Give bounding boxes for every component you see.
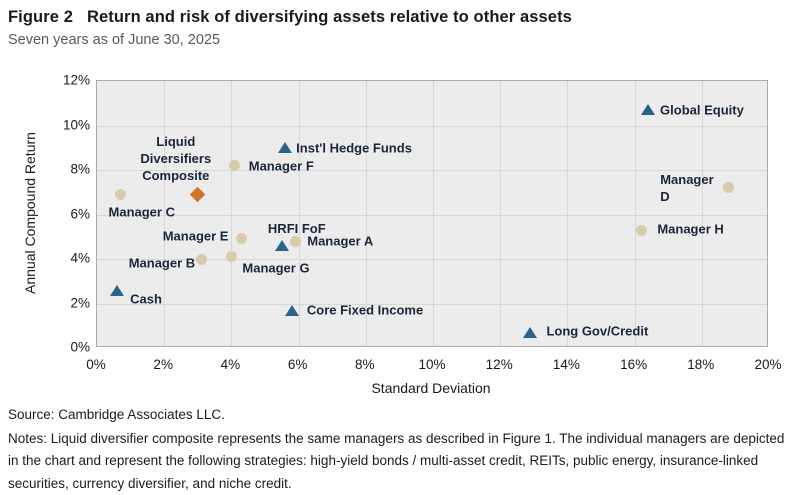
- y-tick-label: 2%: [50, 295, 90, 310]
- data-point-manager-c: [115, 189, 126, 200]
- x-tick-label: 6%: [288, 357, 308, 372]
- point-label: Core Fixed Income: [307, 302, 423, 319]
- x-axis-title: Standard Deviation: [371, 380, 490, 396]
- x-tick-label: 8%: [355, 357, 375, 372]
- data-point-manager-g: [226, 251, 237, 262]
- data-point-manager-h: [636, 225, 647, 236]
- y-tick-label: 4%: [50, 251, 90, 266]
- point-label: Liquid Diversifiers Composite: [140, 133, 211, 184]
- vertical-gridline: [567, 81, 568, 346]
- x-tick-label: 10%: [418, 357, 445, 372]
- data-point-manager-b: [196, 254, 207, 265]
- y-tick-label: 6%: [50, 206, 90, 221]
- horizontal-gridline: [97, 215, 767, 216]
- vertical-gridline: [231, 81, 232, 346]
- point-label: Long Gov/Credit: [546, 323, 648, 340]
- data-point-manager-d: [723, 182, 734, 193]
- x-tick-label: 20%: [754, 357, 781, 372]
- source-note: Source: Cambridge Associates LLC.: [8, 404, 791, 427]
- y-tick-label: 0%: [50, 340, 90, 355]
- data-point-manager-e: [236, 233, 247, 244]
- vertical-gridline: [500, 81, 501, 346]
- y-axis-title: Annual Compound Return: [22, 132, 38, 294]
- x-tick-label: 4%: [221, 357, 241, 372]
- point-label: Manager H: [657, 221, 723, 238]
- y-tick-label: 8%: [50, 162, 90, 177]
- point-label: Global Equity: [660, 101, 744, 118]
- point-label: Manager D: [660, 171, 713, 205]
- point-label: Cash: [130, 291, 162, 308]
- data-point-core-fixed-income: [285, 305, 299, 316]
- x-tick-label: 18%: [687, 357, 714, 372]
- point-label: Manager A: [307, 233, 373, 250]
- y-tick-label: 10%: [50, 117, 90, 132]
- x-tick-label: 0%: [86, 357, 106, 372]
- vertical-gridline: [635, 81, 636, 346]
- data-point-cash: [110, 285, 124, 296]
- x-tick-label: 12%: [486, 357, 513, 372]
- point-label: Inst'l Hedge Funds: [296, 139, 412, 156]
- horizontal-gridline: [97, 304, 767, 305]
- vertical-gridline: [702, 81, 703, 346]
- point-label: Manager E: [163, 227, 229, 244]
- point-label: Manager C: [109, 204, 175, 221]
- vertical-gridline: [433, 81, 434, 346]
- data-point-inst-l-hedge-funds: [278, 142, 292, 153]
- point-label: Manager G: [242, 259, 309, 276]
- data-point-liquid-diversifiers-composite: [190, 187, 206, 203]
- point-label: Manager B: [129, 255, 195, 272]
- data-point-long-gov-credit: [523, 327, 537, 338]
- x-tick-label: 2%: [153, 357, 173, 372]
- point-label: Manager F: [249, 157, 314, 174]
- horizontal-gridline: [97, 126, 767, 127]
- x-tick-label: 16%: [620, 357, 647, 372]
- data-point-manager-a: [290, 236, 301, 247]
- chart-footer: Source: Cambridge Associates LLC. Notes:…: [8, 404, 791, 495]
- data-point-hrfi-fof: [275, 240, 289, 251]
- notes-text: Notes: Liquid diversifier composite repr…: [8, 428, 791, 495]
- x-tick-label: 14%: [553, 357, 580, 372]
- y-tick-label: 12%: [50, 73, 90, 88]
- data-point-global-equity: [641, 104, 655, 115]
